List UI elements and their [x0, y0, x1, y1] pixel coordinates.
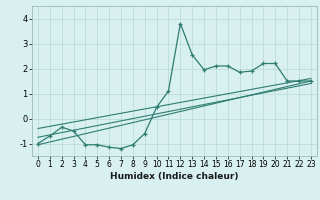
- X-axis label: Humidex (Indice chaleur): Humidex (Indice chaleur): [110, 172, 239, 181]
